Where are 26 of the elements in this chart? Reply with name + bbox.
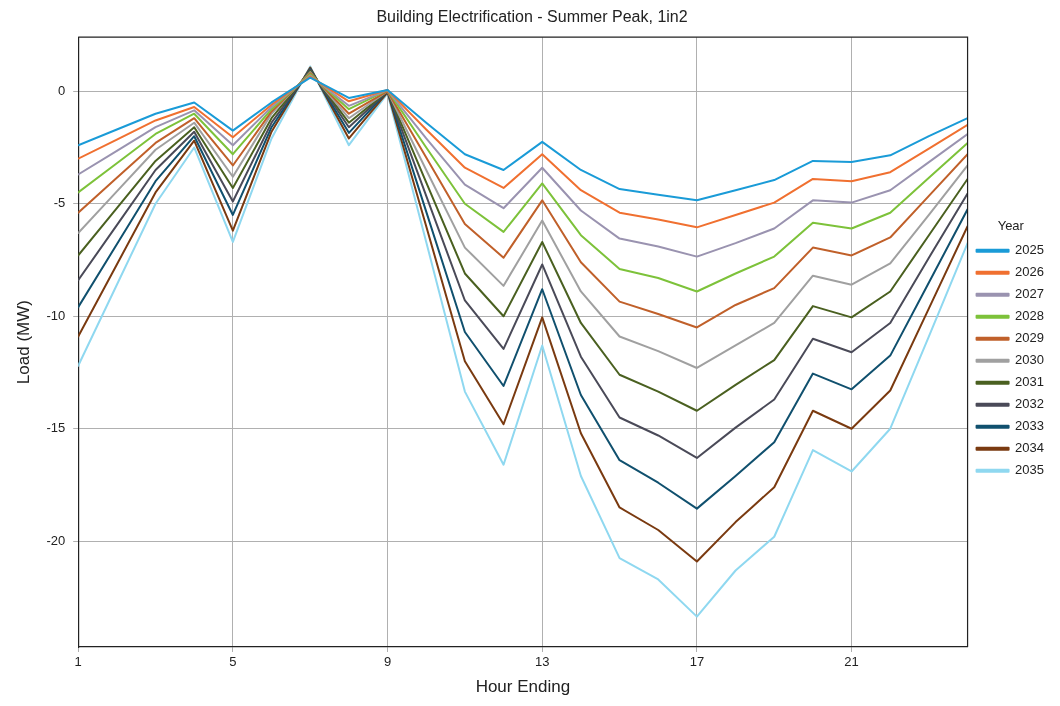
y-tick-label: -5	[53, 195, 66, 211]
legend-label: 2027	[1015, 286, 1044, 302]
y-tick-label: -15	[46, 420, 66, 436]
legend-label: 2030	[1015, 352, 1044, 368]
legend-label: 2029	[1015, 330, 1044, 346]
x-tick-label: 1	[74, 654, 82, 670]
legend-label: 2035	[1015, 462, 1044, 478]
legend-label: 2031	[1015, 374, 1044, 390]
x-tick-label: 21	[844, 654, 859, 670]
x-axis-title: Hour Ending	[475, 677, 571, 697]
legend-label: 2026	[1015, 264, 1044, 280]
y-tick-label: -10	[46, 307, 66, 323]
x-tick-label: 9	[383, 654, 392, 670]
x-tick-label: 17	[689, 654, 705, 670]
y-axis-title: Load (MW)	[13, 300, 33, 385]
chart-title: Building Electrification - Summer Peak, 1in2	[376, 8, 688, 26]
y-tick-label: 0	[57, 82, 66, 98]
legend-label: 2034	[1015, 440, 1044, 456]
legend-label: 2028	[1015, 308, 1044, 324]
legend-label: 2033	[1015, 418, 1044, 434]
y-tick-label: -20	[46, 532, 66, 548]
x-tick-label: 5	[229, 654, 237, 670]
legend-label: 2032	[1015, 396, 1044, 412]
legend-label: 2025	[1015, 242, 1044, 258]
x-tick-label: 13	[534, 654, 550, 670]
legend-title: Year	[997, 217, 1025, 233]
